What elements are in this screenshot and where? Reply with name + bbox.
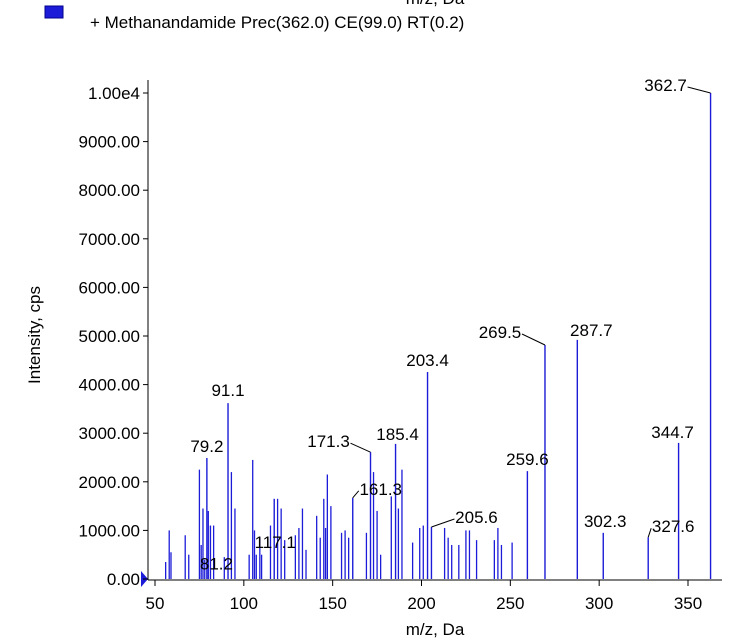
peak-label: 344.7 [651,423,694,442]
leader-line [350,442,371,453]
y-tick-label: 6000.00 [79,278,140,297]
peak-label: 269.5 [479,323,522,342]
leader-line [352,490,360,499]
peak-label: 203.4 [406,351,449,370]
leader-line [431,518,455,528]
y-tick-label: 5000.00 [79,327,140,346]
y-tick-label: 0.00 [107,570,140,589]
y-tick-label: 1.00e4 [88,84,140,103]
y-tick-label: 4000.00 [79,376,140,395]
peak-label: 302.3 [584,512,627,531]
x-tick-label: 350 [674,594,702,613]
peak-label: 185.4 [376,425,419,444]
leader-line [521,333,546,346]
x-tick-label: 100 [230,594,258,613]
peak-label: 287.7 [570,321,613,340]
peak-label: 91.1 [211,381,244,400]
y-tick-label: 8000.00 [79,181,140,200]
legend-text: + Methanandamide Prec(362.0) CE(99.0) RT… [90,13,464,32]
x-tick-label: 150 [318,594,346,613]
x-tick-label: 50 [146,594,165,613]
peak-label: 205.6 [455,508,498,527]
leader-line [647,528,652,538]
x-tick-label: 200 [407,594,435,613]
peak-label: 79.2 [190,437,223,456]
x-tick-label: 300 [585,594,613,613]
y-axis-label: Intensity, cps [25,286,44,384]
y-tick-label: 2000.00 [79,473,140,492]
cut-header: m/z, Da [406,0,465,8]
y-tick-label: 1000.00 [79,521,140,540]
peak-label: 327.6 [652,517,695,536]
peak-label: 161.3 [359,480,402,499]
peak-label: 362.7 [644,76,687,95]
y-tick-label: 9000.00 [79,133,140,152]
legend-swatch [44,5,64,19]
y-tick-label: 7000.00 [79,230,140,249]
y-tick-label: 3000.00 [79,424,140,443]
x-axis-label: m/z, Da [406,620,465,639]
peak-label: 81.2 [200,555,233,574]
x-tick-label: 250 [496,594,524,613]
peak-label: 259.6 [506,450,549,469]
leader-line [687,86,711,94]
peak-label: 117.1 [255,533,296,552]
peak-label: 171.3 [307,432,350,451]
